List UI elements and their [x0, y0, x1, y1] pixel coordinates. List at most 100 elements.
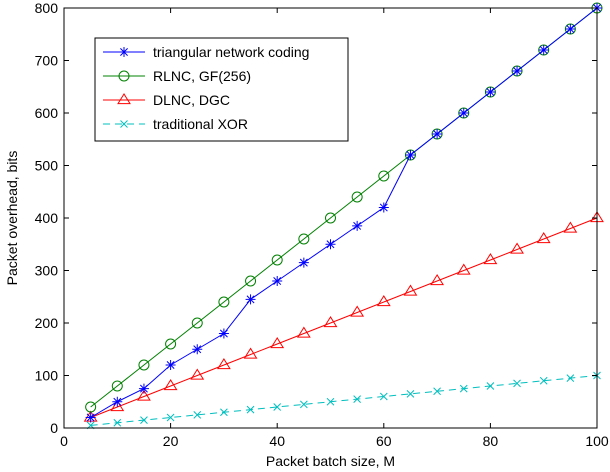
data-point-rlnc-gf-256: [378, 170, 390, 182]
y-tick-label: 300: [35, 263, 59, 279]
legend-swatch-marker: [117, 93, 131, 105]
legend-label: triangular network coding: [153, 44, 309, 60]
y-tick-label: 500: [35, 158, 59, 174]
data-point-traditional-xor: [486, 382, 495, 390]
series-dlnc-dgc: [83, 211, 604, 422]
x-tick-label: 0: [60, 433, 68, 449]
x-tick-label: 20: [163, 433, 179, 449]
data-point-triangular-network-coding: [458, 108, 469, 118]
data-point-triangular-network-coding: [112, 396, 123, 407]
data-point-rlnc-gf-256: [85, 401, 97, 413]
y-tick-label: 600: [35, 105, 59, 121]
x-tick-label: 40: [269, 433, 285, 449]
data-point-rlnc-gf-256: [325, 212, 336, 224]
data-point-triangular-network-coding: [138, 383, 149, 394]
data-point-dlnc-dgc: [350, 305, 365, 317]
data-point-dlnc-dgc: [563, 221, 578, 233]
data-point-traditional-xor: [299, 400, 308, 409]
data-point-dlnc-dgc: [216, 358, 231, 370]
data-point-triangular-network-coding: [245, 294, 256, 305]
data-point-triangular-network-coding: [538, 45, 549, 55]
data-point-traditional-xor: [433, 387, 441, 396]
legend-label: RLNC, GF(256): [153, 68, 251, 84]
data-point-dlnc-dgc: [323, 316, 338, 328]
series-layer: [83, 2, 604, 430]
data-point-triangular-network-coding: [85, 412, 96, 423]
data-point-traditional-xor: [459, 384, 468, 393]
data-point-triangular-network-coding: [192, 344, 203, 355]
series-line-triangular-network-coding: [90, 7, 598, 418]
data-point-triangular-network-coding: [405, 150, 416, 160]
data-point-traditional-xor: [220, 408, 228, 417]
x-axis-title: Packet batch size, M: [266, 453, 395, 469]
data-point-dlnc-dgc: [456, 263, 471, 275]
data-point-dlnc-dgc: [163, 379, 178, 391]
y-tick-label: 800: [35, 0, 59, 16]
data-point-triangular-network-coding: [165, 360, 176, 370]
data-point-rlnc-gf-256: [111, 380, 123, 392]
data-point-triangular-network-coding: [378, 202, 389, 213]
legend-entry-traditional-xor: traditional XOR: [103, 116, 248, 132]
data-point-traditional-xor: [513, 379, 521, 388]
data-point-rlnc-gf-256: [298, 233, 310, 245]
series-triangular-network-coding: [85, 3, 602, 423]
x-tick-label: 60: [376, 433, 392, 449]
data-point-traditional-xor: [406, 390, 415, 398]
legend-label: traditional XOR: [153, 116, 248, 132]
legend-swatch-marker: [119, 47, 129, 57]
y-tick-label: 100: [35, 368, 59, 384]
y-tick-label: 700: [35, 53, 59, 69]
data-point-dlnc-dgc: [137, 389, 151, 401]
data-point-dlnc-dgc: [403, 284, 418, 296]
y-tick-label: 200: [35, 315, 59, 331]
data-point-triangular-network-coding: [512, 66, 523, 76]
data-point-rlnc-gf-256: [245, 275, 257, 287]
legend-swatch-marker: [120, 120, 128, 128]
data-point-dlnc-dgc: [376, 295, 391, 307]
legend-label: DLNC, DGC: [153, 92, 230, 108]
data-point-dlnc-dgc: [430, 274, 445, 286]
legend-box: [94, 37, 349, 142]
data-point-dlnc-dgc: [243, 347, 258, 359]
y-axis-title: Packet overhead, bits: [4, 151, 20, 286]
data-point-dlnc-dgc: [110, 400, 125, 412]
data-point-dlnc-dgc: [510, 242, 524, 254]
data-point-dlnc-dgc: [190, 368, 205, 380]
data-point-triangular-network-coding: [485, 87, 496, 97]
data-point-traditional-xor: [193, 411, 202, 419]
data-point-traditional-xor: [539, 376, 548, 385]
data-point-traditional-xor: [379, 392, 388, 401]
legend-entry-triangular-network-coding: triangular network coding: [103, 44, 309, 60]
data-point-rlnc-gf-256: [271, 254, 283, 266]
x-tick-label: 100: [585, 433, 609, 449]
y-tick-label: 400: [35, 210, 59, 226]
data-point-dlnc-dgc: [483, 253, 498, 265]
data-point-traditional-xor: [273, 403, 282, 411]
data-point-triangular-network-coding: [218, 328, 229, 339]
data-point-rlnc-gf-256: [138, 359, 150, 371]
series-line-traditional-xor: [90, 375, 598, 426]
legend-entry-dlnc-dgc: DLNC, DGC: [103, 92, 230, 108]
legend: triangular network coding RLNC, GF(256) DL…: [94, 37, 349, 142]
data-point-triangular-network-coding: [565, 24, 576, 34]
data-point-triangular-network-coding: [325, 239, 336, 250]
data-point-rlnc-gf-256: [351, 191, 363, 203]
x-tick-label: 80: [483, 433, 499, 449]
data-point-triangular-network-coding: [272, 276, 283, 286]
data-point-traditional-xor: [326, 397, 335, 406]
data-point-traditional-xor: [140, 416, 148, 424]
axes-layer: 0 20 40 60 80 100 0 100 200 300 400 500 600 700 800: [35, 0, 609, 449]
data-point-dlnc-dgc: [270, 337, 285, 349]
y-tick-label: 0: [50, 420, 58, 436]
data-point-traditional-xor: [353, 395, 362, 403]
data-point-rlnc-gf-256: [218, 296, 230, 308]
data-point-dlnc-dgc: [536, 232, 551, 244]
legend-swatch-marker: [118, 70, 130, 82]
data-point-traditional-xor: [566, 374, 575, 382]
data-point-triangular-network-coding: [432, 129, 443, 139]
data-point-dlnc-dgc: [296, 326, 311, 338]
data-point-traditional-xor: [166, 413, 175, 422]
data-point-rlnc-gf-256: [165, 338, 177, 350]
data-point-triangular-network-coding: [298, 257, 309, 268]
